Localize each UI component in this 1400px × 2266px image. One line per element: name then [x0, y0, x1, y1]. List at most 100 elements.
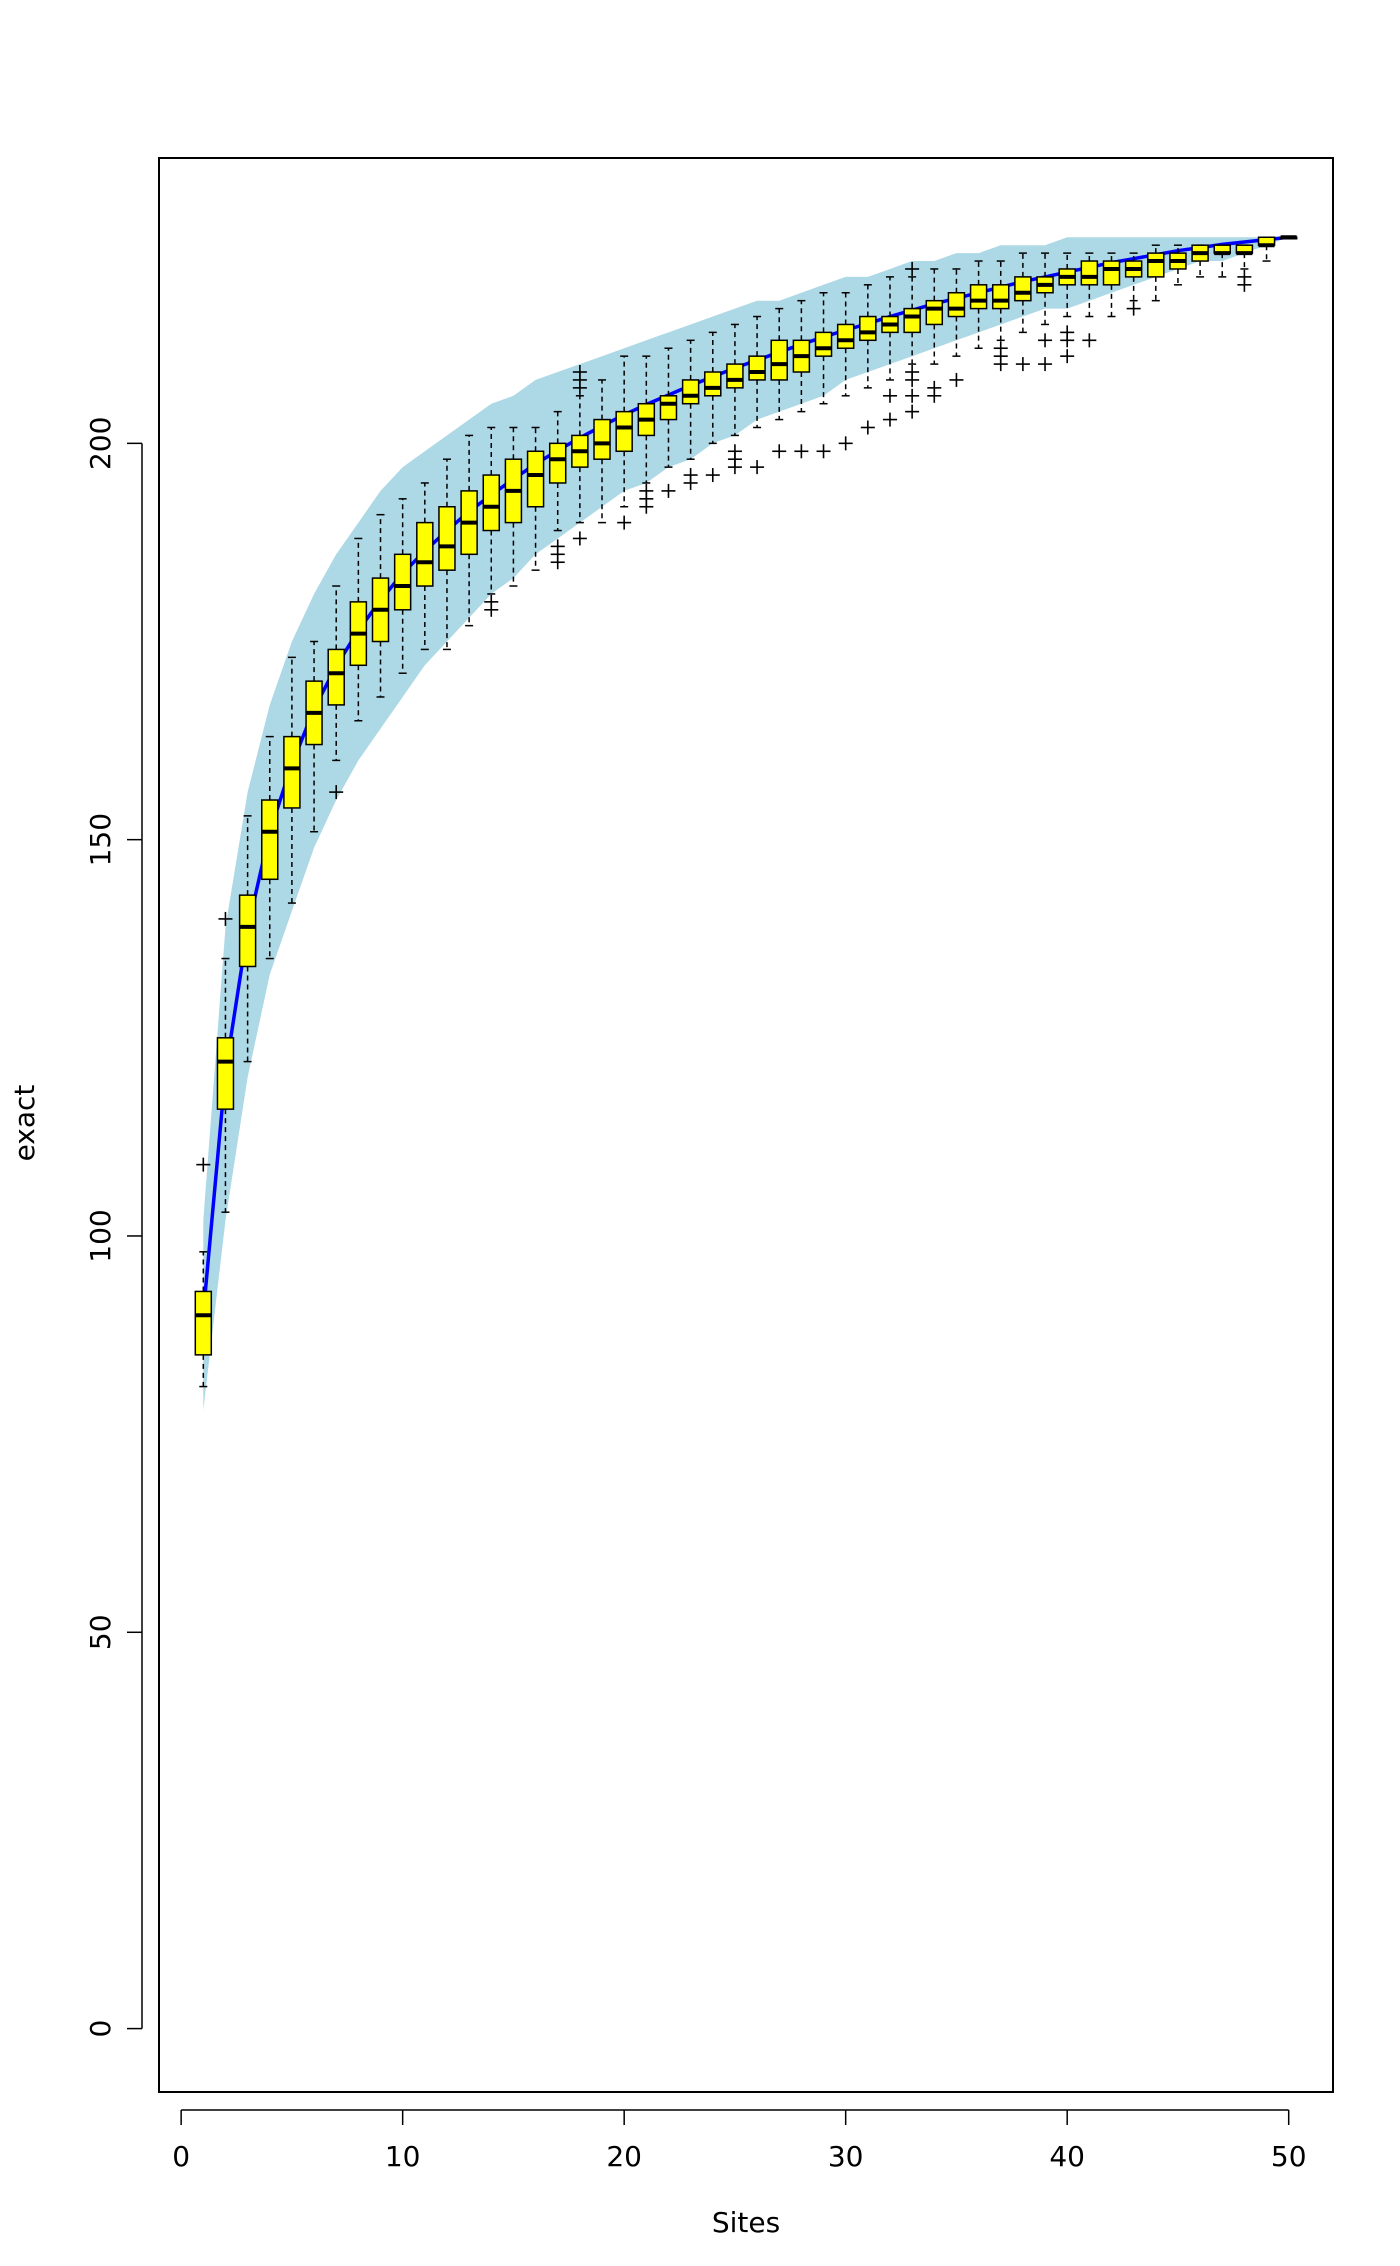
- box: [969, 284, 988, 310]
- box: [526, 450, 545, 508]
- box: [548, 442, 567, 484]
- box: [593, 418, 611, 460]
- outlier-point: [639, 483, 654, 498]
- boxplot: [748, 315, 766, 475]
- outlier-point: [882, 388, 897, 403]
- box: [1102, 260, 1121, 286]
- outlier-point: [1082, 333, 1097, 348]
- boxplot: [194, 1157, 213, 1388]
- box: [681, 379, 700, 405]
- x-tick-label: 20: [606, 2140, 642, 2173]
- boxplot: [460, 434, 478, 627]
- box: [194, 1290, 213, 1356]
- y-axis: 0 50 100 150 200: [84, 417, 143, 2038]
- boxplot: [238, 815, 257, 1063]
- box: [859, 315, 877, 342]
- boxplot: [881, 276, 899, 427]
- boxplot: [1058, 252, 1076, 364]
- x-tick-label: 40: [1049, 2140, 1085, 2173]
- box: [659, 395, 678, 421]
- outlier-point: [218, 911, 233, 926]
- boxplot: [859, 284, 877, 435]
- confidence-band-layer: [203, 237, 1289, 1411]
- x-axis-label: Sites: [712, 2206, 780, 2239]
- outlier-point: [860, 420, 875, 435]
- box: [216, 1037, 235, 1110]
- boxplot: [704, 331, 722, 483]
- x-axis: 0 10 20 30 40 50: [172, 2109, 1307, 2173]
- outlier-point: [816, 444, 831, 459]
- y-tick-label: 50: [84, 1614, 117, 1650]
- outlier-point: [1237, 269, 1252, 284]
- outlier-point: [329, 785, 344, 800]
- boxplot: [283, 656, 301, 904]
- box: [748, 355, 766, 381]
- boxplot: [1279, 235, 1298, 240]
- boxplot: [571, 365, 589, 546]
- outlier-point: [750, 460, 765, 475]
- box: [947, 291, 966, 318]
- boxplot: [814, 291, 833, 459]
- box: [814, 331, 833, 357]
- y-tick-label: 0: [84, 2020, 117, 2038]
- outlier-point: [794, 444, 809, 459]
- outlier-point: [196, 1157, 211, 1172]
- boxplot: [1235, 244, 1254, 292]
- boxplot: [659, 347, 678, 498]
- boxplot: [903, 261, 921, 419]
- boxplot: [593, 379, 611, 524]
- box: [726, 363, 744, 389]
- boxplot: [482, 426, 501, 617]
- y-tick-label: 200: [84, 417, 117, 470]
- boxplot: [991, 260, 1010, 372]
- outlier-point: [772, 444, 787, 459]
- confidence-band: [203, 237, 1289, 1411]
- box: [283, 735, 301, 809]
- y-tick-label: 150: [84, 813, 117, 866]
- boxplot: [1102, 252, 1121, 318]
- boxplot: [1257, 236, 1276, 262]
- outlier-point: [1126, 301, 1141, 316]
- outlier-point: [572, 531, 587, 546]
- box: [991, 284, 1010, 310]
- x-tick-label: 30: [828, 2140, 864, 2173]
- boxplot: [1080, 252, 1099, 348]
- boxplot: [615, 355, 633, 530]
- boxplot: [526, 426, 545, 571]
- outlier-point: [1038, 333, 1053, 348]
- outlier-point: [905, 388, 920, 403]
- outlier-point: [661, 483, 676, 498]
- boxplot: [681, 339, 700, 490]
- boxplot: [216, 911, 235, 1213]
- outlier-point: [727, 444, 742, 459]
- boxplot-layer: [194, 235, 1298, 1388]
- x-tick-label: 0: [172, 2140, 190, 2173]
- outlier-point: [683, 468, 698, 483]
- boxplot: [925, 268, 944, 403]
- boxplot: [371, 513, 390, 698]
- box: [438, 506, 456, 571]
- box: [1080, 260, 1099, 286]
- boxplot: [438, 458, 456, 651]
- boxplot: [504, 426, 523, 587]
- box: [925, 299, 944, 326]
- outlier-point: [1060, 349, 1075, 364]
- boxplot: [637, 355, 656, 514]
- box: [1147, 252, 1165, 278]
- outlier-point: [705, 468, 720, 483]
- boxplot: [261, 735, 279, 960]
- boxplot: [393, 498, 412, 674]
- boxplot: [1213, 244, 1231, 278]
- boxplot: [1169, 244, 1187, 286]
- outlier-point: [572, 365, 587, 380]
- outlier-point: [1038, 357, 1053, 372]
- outlier-point: [1060, 325, 1075, 340]
- boxplot: [548, 410, 567, 570]
- outlier-point: [993, 341, 1008, 356]
- outlier-point: [838, 436, 853, 451]
- y-axis-label: exact: [8, 1085, 41, 1162]
- boxplot: [947, 268, 966, 387]
- box: [1014, 276, 1032, 302]
- box: [327, 648, 345, 706]
- box: [770, 339, 788, 381]
